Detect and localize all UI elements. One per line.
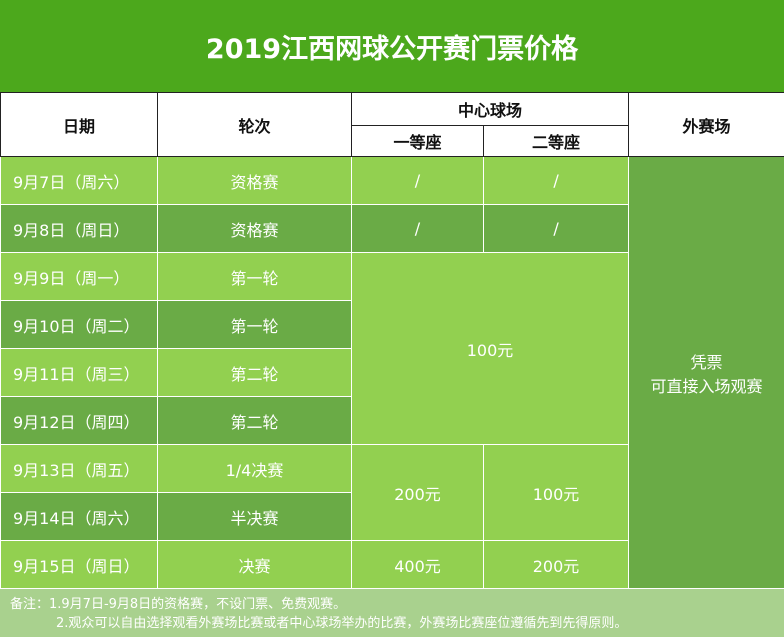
round-cell: 第二轮 (158, 349, 352, 397)
date-cell: 9月14日（周六） (1, 493, 158, 541)
date-cell: 9月12日（周四） (1, 397, 158, 445)
date-cell: 9月15日（周日） (1, 541, 158, 589)
second-price: / (484, 205, 629, 253)
note-line-1: 备注：1.9月7日-9月8日的资格赛，不设门票、免费观赛。 (10, 595, 784, 614)
round-cell: 1/4决赛 (158, 445, 352, 493)
qf-sf-first-price: 200元 (352, 445, 484, 541)
date-cell: 9月11日（周三） (1, 349, 158, 397)
note-line-2: 2.观众可以自由选择观看外赛场比赛或者中心球场举办的比赛，外赛场比赛座位遵循先到… (10, 614, 784, 633)
round-cell: 资格赛 (158, 205, 352, 253)
first-price: / (352, 157, 484, 205)
date-cell: 9月10日（周二） (1, 301, 158, 349)
round-cell: 第二轮 (158, 397, 352, 445)
date-cell: 9月8日（周日） (1, 205, 158, 253)
round-cell: 资格赛 (158, 157, 352, 205)
date-cell: 9月9日（周一） (1, 253, 158, 301)
round-cell: 第一轮 (158, 253, 352, 301)
header-date: 日期 (1, 93, 158, 157)
date-cell: 9月7日（周六） (1, 157, 158, 205)
round-cell: 半决赛 (158, 493, 352, 541)
header-round: 轮次 (158, 93, 352, 157)
page-title: 2019江西网球公开赛门票价格 (0, 0, 784, 92)
price-table: 日期 轮次 中心球场 外赛场 一等座 二等座 9月7日（周六） 资格赛 / / … (0, 92, 784, 589)
round-cell: 第一轮 (158, 301, 352, 349)
date-cell: 9月13日（周五） (1, 445, 158, 493)
round-cell: 决赛 (158, 541, 352, 589)
second-price: 200元 (484, 541, 629, 589)
header-first-class: 一等座 (352, 126, 484, 157)
header-second-class: 二等座 (484, 126, 629, 157)
header-center-court: 中心球场 (352, 93, 629, 126)
first-price: / (352, 205, 484, 253)
first-price: 400元 (352, 541, 484, 589)
table-row: 9月7日（周六） 资格赛 / / 凭票可直接入场观赛 (1, 157, 784, 205)
second-price: / (484, 157, 629, 205)
qf-sf-second-price: 100元 (484, 445, 629, 541)
header-outer-court: 外赛场 (629, 93, 784, 157)
early-rounds-price: 100元 (352, 253, 629, 445)
outer-court-cell: 凭票可直接入场观赛 (629, 157, 784, 589)
footnote: 备注：1.9月7日-9月8日的资格赛，不设门票、免费观赛。 2.观众可以自由选择… (0, 589, 784, 637)
